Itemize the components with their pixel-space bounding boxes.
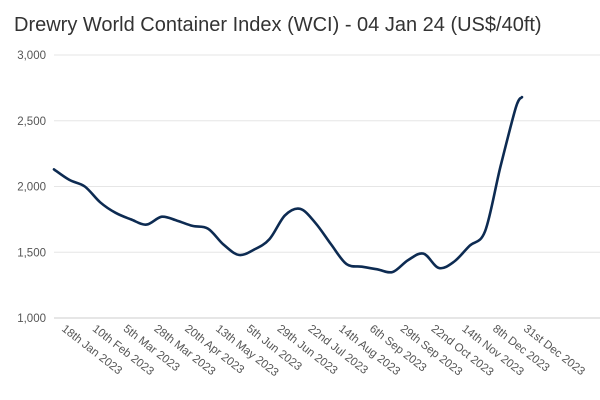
series-layer — [52, 95, 524, 274]
grid-layer — [54, 54, 600, 319]
chart-title: Drewry World Container Index (WCI) - 04 … — [14, 14, 542, 36]
y-tick-label: 1,500 — [17, 247, 46, 259]
y-tick-label: 3,000 — [17, 50, 46, 62]
y-tick-label: 2,000 — [17, 182, 46, 194]
y-tick-label: 2,500 — [17, 116, 46, 128]
y-tick-label: 1,000 — [17, 313, 46, 325]
series-line-wci — [52, 95, 524, 274]
y-axis-ticks: 1,000 1,500 2,000 2,500 3,000 — [17, 50, 46, 325]
